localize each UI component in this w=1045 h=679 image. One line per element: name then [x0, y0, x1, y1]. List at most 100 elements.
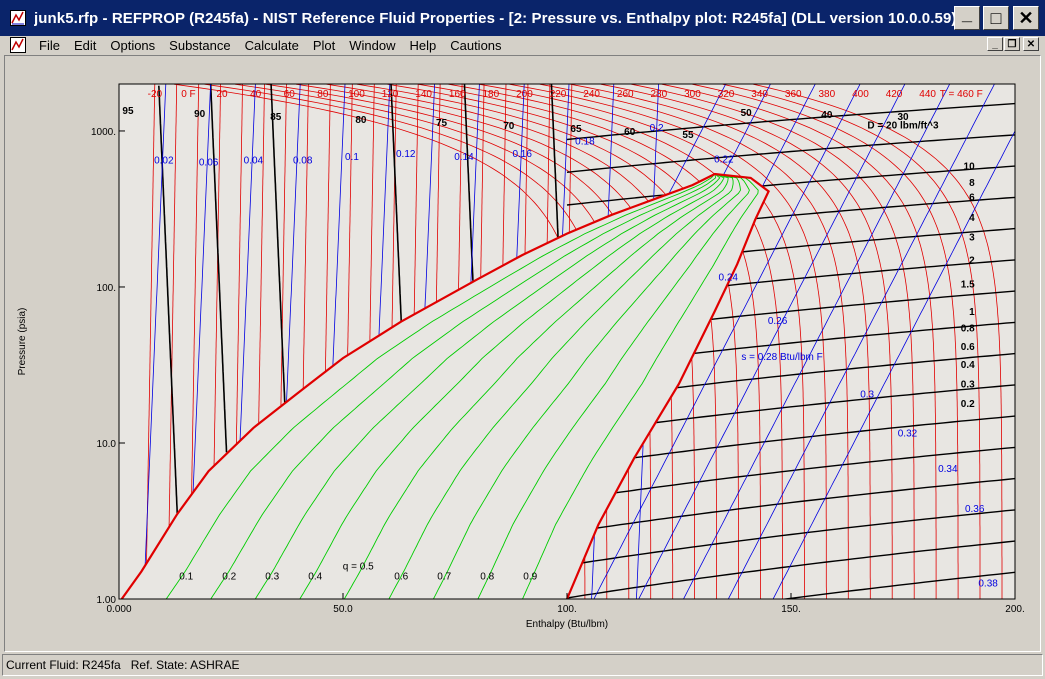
isochore-label: 0.6 — [961, 342, 975, 353]
isotherm-label: 60 — [284, 89, 296, 100]
isotherm-label: 40 — [250, 89, 262, 100]
isentrope-line — [683, 84, 951, 599]
isotherm-line — [167, 84, 178, 599]
quality-label: 0.9 — [523, 572, 537, 583]
isochore-label: 55 — [682, 130, 694, 141]
isochore-label: 1.5 — [961, 280, 975, 291]
saturation-curve — [120, 172, 770, 599]
maximize-icon: □ — [990, 7, 1002, 28]
isochore-line — [209, 84, 228, 453]
isotherm-label: 160 — [449, 89, 466, 100]
child-minimize-icon: _ — [992, 38, 998, 50]
y-axis-label: Pressure (psia) — [17, 308, 28, 376]
isochore-label: D = 20 lbm/ft^3 — [867, 121, 939, 132]
isotherm-label: 140 — [415, 89, 432, 100]
menu-window[interactable]: Window — [349, 37, 396, 53]
isochore-label: 4 — [969, 213, 975, 224]
isentrope-line — [638, 84, 906, 599]
ph-chart[interactable]: 0.000 50.0 100. 150. 200. 1.00 10.0 100. 1000. -2… — [5, 56, 1040, 651]
menu-substance[interactable]: Substance — [169, 37, 231, 53]
quality-label: 0.2 — [222, 572, 236, 583]
menu-plot[interactable]: Plot — [312, 37, 336, 53]
document-icon[interactable] — [10, 37, 26, 53]
isotherm-line — [448, 84, 783, 599]
isochore-label: 85 — [270, 112, 282, 123]
isentrope-label: 0.36 — [965, 504, 985, 515]
quality-label: 0.4 — [308, 572, 322, 583]
quality-line — [343, 173, 729, 599]
minimize-button[interactable]: _ — [954, 3, 980, 30]
isotherm-label: 360 — [785, 89, 802, 100]
isochore-line — [566, 540, 1015, 599]
isochore-line — [566, 446, 1015, 501]
isentrope-label: 0.34 — [938, 464, 958, 475]
quality-line — [299, 173, 725, 599]
child-restore-button[interactable]: ❐ — [1004, 37, 1020, 51]
isotherm-line — [692, 84, 959, 599]
menu-cautions[interactable]: Cautions — [450, 37, 502, 53]
isochore-label: 80 — [355, 115, 367, 126]
isochore-label: 50 — [741, 108, 753, 119]
isochore-line — [566, 415, 1015, 468]
isochore-line — [270, 84, 286, 403]
x-tick-label: 50.0 — [333, 604, 353, 615]
isotherm-line — [417, 84, 761, 599]
isentrope-line — [143, 84, 167, 599]
isentrope-label: 0.08 — [293, 155, 313, 166]
isochore-label: 6 — [969, 193, 975, 204]
quality-line — [433, 173, 741, 599]
quality-label: 0.8 — [480, 572, 494, 583]
isentrope-label: 0.14 — [454, 152, 474, 163]
isochore-line — [158, 85, 178, 514]
isotherm-label: 260 — [617, 89, 634, 100]
isentrope-label: 0.06 — [199, 158, 219, 169]
isentrope-label: 0.12 — [396, 149, 416, 160]
close-icon: ✕ — [1018, 7, 1034, 28]
isotherm-line — [509, 84, 827, 599]
isotherm-line — [753, 84, 1003, 599]
child-minimize-button[interactable]: _ — [987, 37, 1003, 51]
isotherm-label: 0 F — [181, 89, 195, 100]
isotherm-label: 200 — [516, 89, 533, 100]
quality-label: 0.7 — [437, 572, 451, 583]
child-close-button[interactable]: ✕ — [1023, 37, 1039, 51]
minimize-icon: _ — [961, 3, 972, 24]
menu-options[interactable]: Options — [110, 37, 156, 53]
menu-edit[interactable]: Edit — [73, 37, 97, 53]
isochore-line — [566, 165, 1015, 206]
isotherm-line — [600, 84, 893, 599]
quality-label: 0.3 — [265, 572, 279, 583]
isentrope-label: 0.24 — [719, 273, 739, 284]
isotherm-label: 180 — [482, 89, 499, 100]
isentrope-label: 0.16 — [512, 149, 532, 160]
isentrope-label: 0.18 — [575, 136, 595, 147]
isentrope-label: 0.38 — [978, 579, 998, 590]
menu-help[interactable]: Help — [409, 37, 437, 53]
quality-line — [477, 173, 750, 599]
isotherm-line — [570, 84, 871, 599]
isotherm-label: 300 — [684, 89, 701, 100]
isochore-label: 40 — [821, 110, 833, 121]
app-icon[interactable] — [10, 10, 26, 26]
menu-file[interactable]: File — [39, 37, 60, 53]
isochore-label: 90 — [194, 109, 206, 120]
isochore-label: 2 — [969, 256, 975, 267]
isotherm-label: 280 — [650, 89, 667, 100]
isochore-line — [463, 84, 474, 281]
menu-calculate[interactable]: Calculate — [244, 37, 299, 53]
isochore-label: 3 — [969, 233, 975, 244]
isotherm-label: 340 — [751, 89, 768, 100]
plot-window: 0.000 50.0 100. 150. 200. 1.00 10.0 100. 1000. -2… — [4, 55, 1041, 652]
isotherm-line — [356, 84, 717, 599]
isotherm-label: 80 — [317, 89, 329, 100]
isochore-line — [567, 635, 1015, 651]
isotherm-label: 420 — [886, 89, 903, 100]
isochore-label: 95 — [122, 106, 134, 117]
close-button[interactable]: ✕ — [1013, 6, 1039, 30]
isotherm-line — [661, 84, 937, 599]
x-axis-label: Enthalpy (Btu/lbm) — [526, 619, 608, 630]
isotherm-label: 100 — [348, 89, 365, 100]
maximize-button[interactable]: □ — [983, 6, 1009, 30]
title-bar: junk5.rfp - REFPROP (R245fa) - NIST Refe… — [0, 0, 1045, 36]
isotherm-label: 240 — [583, 89, 600, 100]
